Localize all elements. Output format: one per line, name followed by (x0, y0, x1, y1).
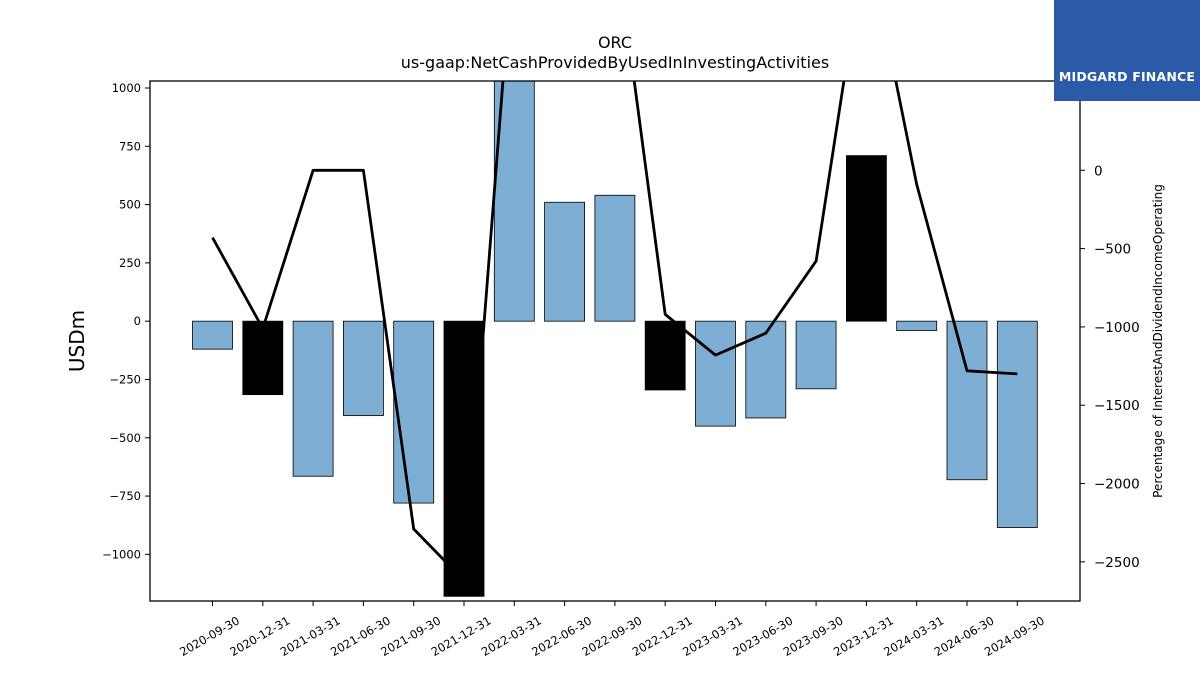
y2-tick-label: −2000 (1094, 477, 1140, 493)
y-tick-label: 0 (134, 314, 141, 328)
bar (946, 320, 988, 481)
bar (644, 320, 686, 391)
bar (192, 320, 233, 350)
y-tick-label: 250 (119, 256, 141, 270)
brand-logo: MIDGARD FINANCE (1054, 0, 1200, 101)
bar (996, 320, 1038, 528)
bar (342, 320, 384, 417)
y2-tick-label: 0 (1094, 163, 1103, 179)
chart-subtitle: us-gaap:NetCashProvidedByUsedInInvesting… (401, 53, 829, 72)
y-tick-label: −250 (109, 372, 141, 386)
y-axis-label: USDm (65, 310, 89, 372)
y-tick-label: 1000 (112, 81, 141, 95)
brand-name: MIDGARD FINANCE (1058, 69, 1196, 84)
bar (292, 320, 334, 477)
bar (795, 320, 837, 390)
bar (846, 155, 887, 322)
midgard-logo-icon (1054, 0, 1200, 101)
bar (242, 320, 284, 396)
bar (695, 320, 736, 427)
bar (745, 320, 787, 419)
bar (896, 320, 938, 331)
y-tick-label: −750 (109, 489, 141, 503)
bar (393, 320, 435, 504)
bar (594, 194, 636, 322)
plot-frame (149, 80, 1081, 602)
y2-tick-label: −500 (1094, 242, 1131, 258)
bar (443, 320, 485, 597)
y2-axis-label: Percentage of InterestAndDividendIncomeO… (1151, 184, 1165, 498)
bar (544, 201, 585, 322)
y2-tick-label: −1500 (1094, 398, 1140, 414)
y-tick-label: −500 (109, 431, 141, 445)
chart-title: ORC (598, 33, 632, 52)
y2-tick-label: −1000 (1094, 320, 1140, 336)
y-tick-label: −1000 (102, 547, 141, 561)
y2-tick-label: −2500 (1094, 555, 1140, 571)
plot-area: 1000 750 500 250 0 −250 −500 −750 −1000 0 −500 −100… (102, 80, 1140, 659)
y-tick-label: 750 (119, 139, 141, 153)
y-tick-label: 500 (119, 198, 141, 212)
series-line (211, 81, 1018, 582)
